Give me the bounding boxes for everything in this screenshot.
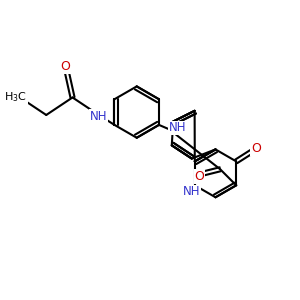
Text: O: O: [60, 60, 70, 73]
Text: O: O: [194, 170, 204, 183]
Text: H$_3$C: H$_3$C: [4, 91, 27, 104]
Text: O: O: [251, 142, 261, 155]
Text: NH: NH: [169, 121, 186, 134]
Text: NH: NH: [90, 110, 107, 123]
Text: NH: NH: [182, 185, 200, 198]
